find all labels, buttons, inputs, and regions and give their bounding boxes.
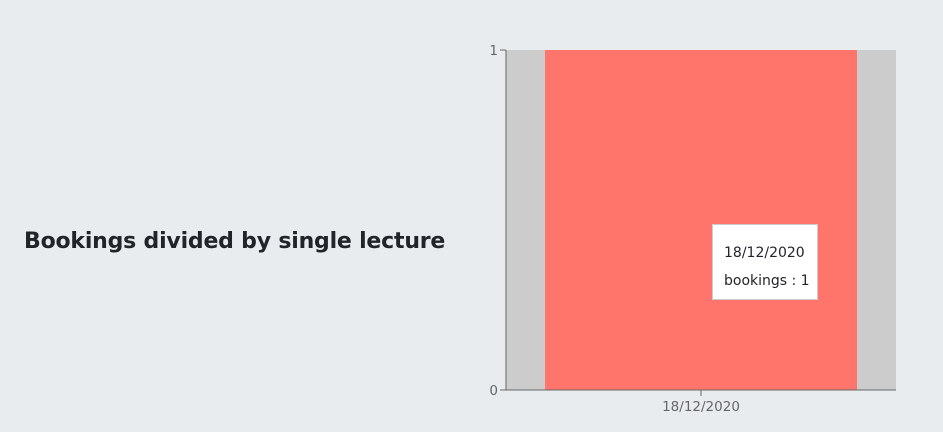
x-tick-label-0: 18/12/2020 xyxy=(662,399,740,415)
chart-tooltip: 18/12/2020 bookings : 1 xyxy=(712,224,818,300)
tooltip-label: 18/12/2020 xyxy=(724,245,805,261)
tooltip-value: bookings : 1 xyxy=(724,273,810,289)
y-tick-label-1: 1 xyxy=(489,43,498,59)
bar-bookings-0 xyxy=(545,50,857,390)
chart-section-title: Bookings divided by single lecture xyxy=(24,229,446,254)
bookings-bar-chart[interactable]: 0 1 18/12/2020 18/12/2020 bookings : 1 xyxy=(470,30,920,425)
y-tick-label-0: 0 xyxy=(489,383,498,399)
chart-svg: 0 1 18/12/2020 xyxy=(489,43,896,415)
